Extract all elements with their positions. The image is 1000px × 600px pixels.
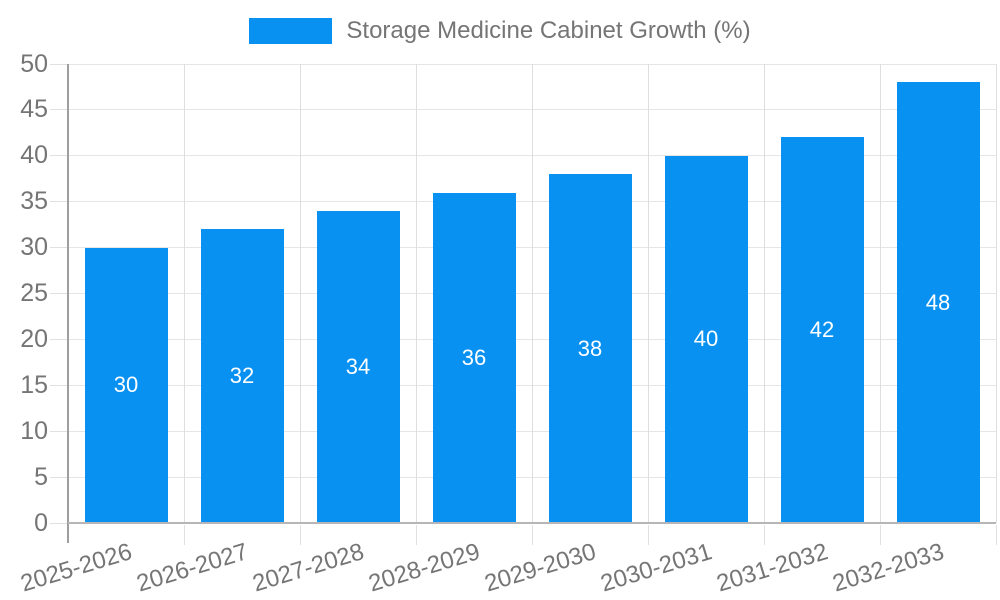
gridline-vertical bbox=[647, 64, 649, 523]
y-axis-tick bbox=[50, 155, 68, 157]
y-axis-label: 45 bbox=[20, 95, 48, 124]
y-axis-label: 35 bbox=[20, 187, 48, 216]
y-axis-tick bbox=[50, 522, 68, 524]
x-axis-tick bbox=[995, 525, 997, 545]
gridline-vertical bbox=[763, 64, 765, 523]
y-axis-tick bbox=[50, 430, 68, 432]
y-axis-label: 10 bbox=[20, 416, 48, 445]
bar[interactable] bbox=[432, 192, 516, 523]
legend-label: Storage Medicine Cabinet Growth (%) bbox=[346, 17, 751, 44]
bar[interactable] bbox=[896, 82, 980, 523]
y-axis-tick bbox=[50, 201, 68, 203]
bar-value-label: 40 bbox=[693, 326, 719, 352]
bar[interactable] bbox=[780, 137, 864, 523]
x-axis-tick bbox=[647, 525, 649, 545]
bar-value-label: 34 bbox=[345, 353, 371, 379]
bar-value-label: 36 bbox=[461, 344, 487, 370]
x-axis-tick bbox=[879, 525, 881, 545]
x-axis-line bbox=[68, 522, 996, 524]
bar[interactable] bbox=[84, 247, 168, 523]
x-axis-tick bbox=[415, 525, 417, 545]
x-axis-label: 2027-2028 bbox=[249, 538, 368, 598]
bar-value-label: 38 bbox=[577, 335, 603, 361]
y-axis-label: 5 bbox=[34, 462, 48, 491]
x-axis-tick bbox=[183, 525, 185, 545]
bar-value-label: 42 bbox=[809, 317, 835, 343]
y-axis-label: 15 bbox=[20, 370, 48, 399]
y-axis-tick bbox=[50, 63, 68, 65]
x-axis-label: 2025-2026 bbox=[17, 538, 136, 598]
bar[interactable] bbox=[316, 210, 400, 523]
y-axis-label: 25 bbox=[20, 279, 48, 307]
x-axis-label: 2026-2027 bbox=[133, 538, 252, 598]
legend-swatch bbox=[249, 18, 333, 44]
bar-value-label: 30 bbox=[113, 372, 139, 398]
x-axis-label: 2031-2032 bbox=[713, 538, 832, 598]
gridline-vertical bbox=[299, 64, 301, 523]
x-axis-label: 2030-2031 bbox=[597, 538, 716, 598]
y-axis-tick bbox=[50, 384, 68, 386]
x-axis-label: 2032-2033 bbox=[829, 538, 948, 598]
y-axis-tick bbox=[50, 293, 68, 294]
y-axis-tick bbox=[50, 476, 68, 478]
y-axis-label: 0 bbox=[34, 508, 48, 537]
y-axis-tick bbox=[50, 338, 68, 340]
gridline-vertical bbox=[531, 64, 533, 523]
y-axis-tick bbox=[50, 247, 68, 249]
y-axis-label: 40 bbox=[20, 141, 48, 170]
bar[interactable] bbox=[548, 174, 632, 523]
y-axis-line bbox=[67, 64, 69, 543]
bar[interactable] bbox=[200, 229, 284, 523]
gridline-vertical bbox=[183, 64, 185, 523]
gridline-vertical bbox=[415, 64, 417, 523]
x-axis-tick bbox=[299, 525, 301, 545]
bar-value-label: 48 bbox=[925, 289, 951, 315]
x-axis-label: 2028-2029 bbox=[365, 538, 484, 598]
y-axis-label: 30 bbox=[20, 233, 48, 262]
gridline-vertical bbox=[879, 64, 881, 523]
gridline-vertical bbox=[995, 64, 997, 523]
y-axis-label: 20 bbox=[20, 324, 48, 353]
bar-value-label: 32 bbox=[229, 363, 255, 389]
y-axis-label: 50 bbox=[20, 49, 48, 78]
x-axis-tick bbox=[531, 525, 533, 545]
y-axis-tick bbox=[50, 109, 68, 111]
chart-legend[interactable]: Storage Medicine Cabinet Growth (%) bbox=[0, 18, 1000, 44]
x-axis-label: 2029-2030 bbox=[481, 538, 600, 598]
x-axis-tick bbox=[763, 525, 765, 545]
bar[interactable] bbox=[664, 155, 748, 523]
